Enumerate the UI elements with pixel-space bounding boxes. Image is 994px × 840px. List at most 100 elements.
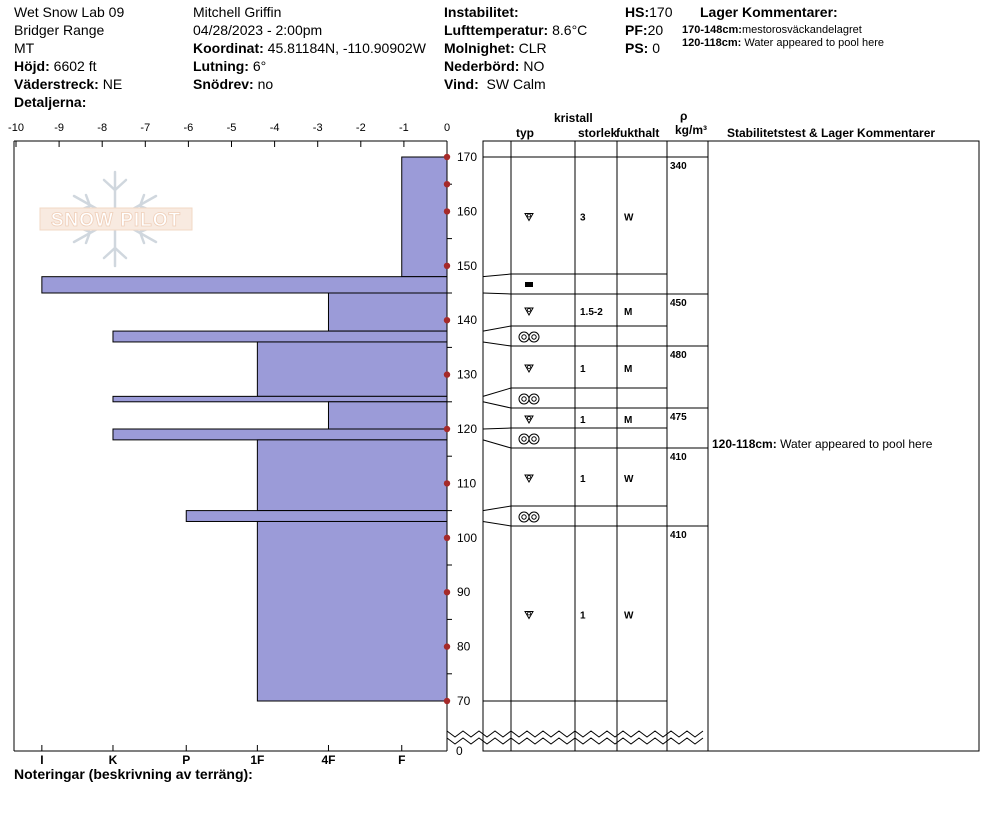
drift-row: Snödrev: no <box>193 75 273 93</box>
height-tick-label: 140 <box>457 313 477 327</box>
x-top-tick-label: -2 <box>356 122 366 134</box>
slope-value: 6° <box>252 58 267 74</box>
hardness-bars <box>41 156 448 702</box>
hardness-tick-label: K <box>109 753 118 767</box>
layer-boundary-line <box>482 505 667 512</box>
height-marker <box>443 208 451 215</box>
range-name: Bridger Range <box>14 22 105 38</box>
grain-size-label: 3 <box>580 213 586 224</box>
melt-circle-inner <box>531 514 537 520</box>
precip-label: Nederbörd: <box>444 58 520 74</box>
col-type-header: typ <box>516 126 534 140</box>
x-top-tick-label: -9 <box>54 122 64 134</box>
grain-size-label: 1 <box>580 611 586 622</box>
melt-circle-inner <box>521 514 527 520</box>
stability-comment: 120-118cm: Water appeared to pool here <box>712 437 933 451</box>
grain-shape <box>524 611 534 620</box>
height-marker <box>443 480 451 487</box>
grain-size-label: 1 <box>580 364 586 375</box>
height-marker <box>443 317 451 324</box>
site-name: Wet Snow Lab 09 <box>14 4 125 20</box>
grain-shape <box>524 213 534 222</box>
grain-core <box>527 213 531 218</box>
height-marker <box>443 153 451 161</box>
hs-label: HS: <box>625 4 650 20</box>
elevation-row: Höjd: 6602 ft <box>14 57 96 75</box>
ps-value: 0 <box>652 40 661 56</box>
melt-cluster-icon <box>518 393 540 405</box>
state-name: MT <box>14 40 35 56</box>
aspect-value: NE <box>102 76 123 92</box>
grain-shape <box>524 415 534 425</box>
hardness-bar <box>256 520 448 702</box>
hardness-bar <box>185 510 448 522</box>
layer-boundary-line <box>482 292 667 295</box>
melt-circle-inner <box>531 334 537 340</box>
hardness-tick-label: 1F <box>250 753 264 767</box>
hardness-bar <box>256 439 448 512</box>
x-top-tick-label: 0 <box>444 122 450 134</box>
height-marker <box>443 371 451 378</box>
grain-core <box>527 365 531 369</box>
precip-value: NO <box>523 58 545 74</box>
instability-row: Instabilitet: <box>444 3 519 21</box>
cloud-row: Molnighet: CLR <box>444 39 547 57</box>
moisture-label: M <box>624 307 632 318</box>
hardness-bar <box>41 276 448 294</box>
details-label: Detaljerna: <box>14 94 87 110</box>
melt-cluster-icon <box>518 511 540 523</box>
moisture-label: W <box>624 474 634 485</box>
cloud-label: Molnighet: <box>444 40 515 56</box>
air-temp-value: 8.6°C <box>552 22 588 38</box>
melt-circle-outer <box>528 433 540 445</box>
moisture-label: M <box>624 364 632 375</box>
moisture-label: M <box>624 415 632 426</box>
col-moisture-header: fukthalt <box>616 126 659 140</box>
layer-boundary-line <box>482 273 667 278</box>
grain-core <box>527 475 531 479</box>
layer-boundary-line <box>482 427 667 430</box>
height-marker <box>443 262 451 269</box>
x-top-tick-label: -5 <box>227 122 237 134</box>
melt-circle-inner <box>531 396 537 402</box>
height-marker <box>443 697 451 705</box>
drift-value: no <box>257 76 274 92</box>
melt-cluster-icon <box>518 331 540 343</box>
height-axis: 170 160 150 140 130 120 110 100 90 80 70 0 <box>443 150 477 758</box>
melt-circle-outer <box>518 393 530 405</box>
density-value: 475 <box>670 412 687 423</box>
density-value: 340 <box>670 161 687 172</box>
height-marker <box>443 643 451 650</box>
height-tick-label: 90 <box>457 585 471 599</box>
coordinate-label: Koordinat: <box>193 40 264 56</box>
hardness-bar <box>256 341 448 397</box>
melt-circle-outer <box>518 433 530 445</box>
instability-label: Instabilitet: <box>444 4 519 20</box>
melt-cluster-icon <box>518 433 540 445</box>
ice-layer-icon <box>525 282 533 287</box>
height-marker <box>443 181 451 188</box>
coordinate-row: Koordinat: 45.81184N, -110.90902W <box>193 39 426 57</box>
x-top-tick-label: -6 <box>184 122 194 134</box>
layer-boundary-line <box>482 520 667 527</box>
layer-boundary-line <box>482 387 667 397</box>
wind-label: Vind: <box>444 76 479 92</box>
zigzag-line <box>446 737 704 745</box>
layer-boundary-line <box>482 325 667 332</box>
hardness-bar <box>327 292 448 332</box>
melt-circle-outer <box>518 511 530 523</box>
hardness-tick-label: I <box>40 753 43 767</box>
hardness-axis-bottom: I K P 1F 4F F <box>40 745 405 767</box>
hs-value: 170 <box>649 4 673 20</box>
elevation-value: 6602 ft <box>53 58 97 74</box>
rounded-grain-icon <box>524 415 534 425</box>
hardness-tick-label: P <box>182 753 190 767</box>
rounded-grain-icon <box>524 474 534 484</box>
observation-datetime: 04/28/2023 - 2:00pm <box>193 22 323 38</box>
height-tick-label: 110 <box>457 476 476 490</box>
watermark-text: SNOW PILOT <box>51 210 181 231</box>
melt-circle-outer <box>528 511 540 523</box>
x-top-tick-label: -7 <box>140 122 150 134</box>
grain-core <box>527 308 531 312</box>
